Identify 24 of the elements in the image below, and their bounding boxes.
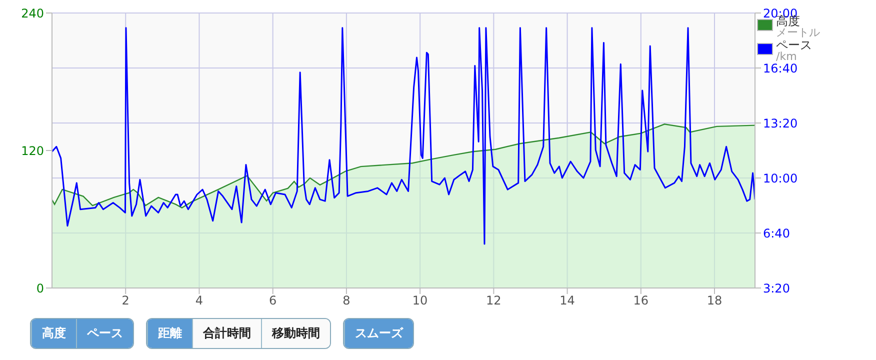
- x-tick-label: 4: [195, 294, 204, 308]
- y2-tick-label: 3:20: [763, 281, 790, 296]
- button-group: 距離 合計時間 移動時間: [146, 318, 331, 349]
- x-tick-label: 14: [560, 294, 575, 308]
- y2-tick-label: 6:40: [763, 226, 790, 240]
- button-group: 高度 ペース: [30, 318, 134, 349]
- button-group: スムーズ: [343, 318, 414, 349]
- y2-tick-label: 16:40: [763, 61, 798, 76]
- y2-tick-label: 10:00: [763, 171, 798, 186]
- x-tick-label: 2: [122, 294, 130, 308]
- y-tick-label: 240: [21, 6, 44, 20]
- line-series: [52, 27, 755, 245]
- x-tick-label: 12: [486, 294, 502, 308]
- x-tick-label: 10: [412, 294, 428, 308]
- text: /km: [776, 50, 798, 63]
- y-tick-label: 120: [21, 144, 44, 158]
- x-tick-label: 6: [269, 294, 277, 308]
- legend-label: ペース: [776, 38, 812, 52]
- y2-tick-label: 13:20: [763, 116, 798, 130]
- text: メートル: [776, 26, 820, 39]
- x-tick-label: 18: [706, 294, 722, 308]
- x-tick-label: 16: [633, 294, 649, 308]
- x-tick-label: 8: [342, 294, 350, 308]
- y-tick-label: 0: [36, 281, 44, 296]
